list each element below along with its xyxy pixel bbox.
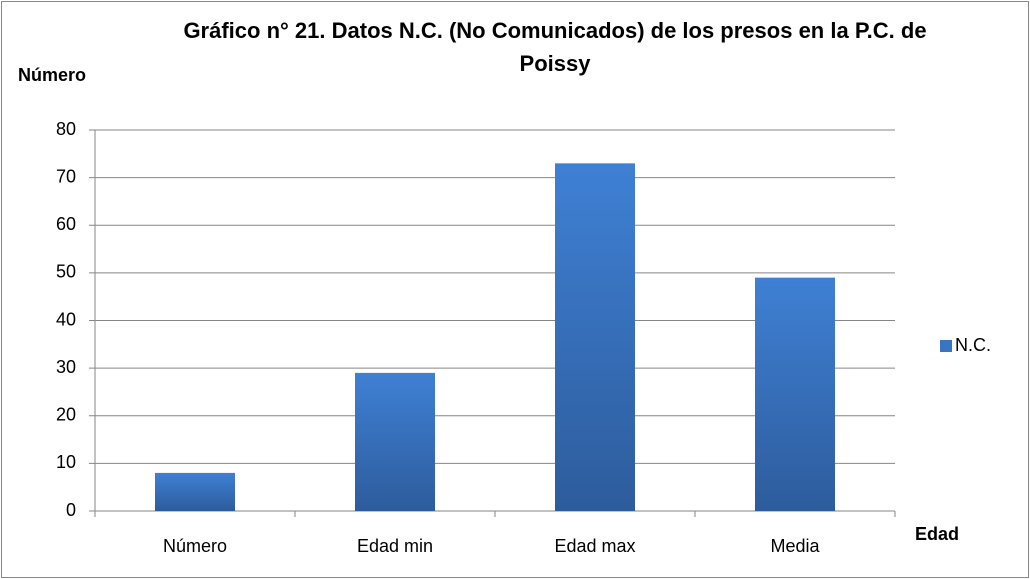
y-axis-label: Número	[18, 65, 86, 85]
bar	[355, 372, 435, 511]
y-tick-label: 0	[66, 500, 76, 520]
x-axis-label: Edad	[915, 524, 959, 544]
y-tick-label: 50	[56, 262, 76, 282]
x-tick-label: Media	[770, 536, 820, 556]
x-tick-label: Edad max	[554, 536, 635, 556]
bar	[755, 277, 835, 511]
bar	[155, 472, 235, 511]
y-tick-label: 30	[56, 357, 76, 377]
legend-swatch	[940, 340, 952, 352]
x-tick-label: Edad min	[357, 536, 433, 556]
y-tick-label: 20	[56, 405, 76, 425]
x-tick-label: Número	[163, 536, 227, 556]
bar	[555, 163, 635, 511]
y-tick-label: 70	[56, 166, 76, 186]
y-tick-label: 40	[56, 309, 76, 329]
chart-title: Gráfico n° 21. Datos N.C. (No Comunicado…	[183, 18, 927, 76]
y-tick-label: 60	[56, 214, 76, 234]
legend-label: N.C.	[955, 335, 991, 355]
y-tick-label: 10	[56, 452, 76, 472]
y-tick-label: 80	[56, 119, 76, 139]
